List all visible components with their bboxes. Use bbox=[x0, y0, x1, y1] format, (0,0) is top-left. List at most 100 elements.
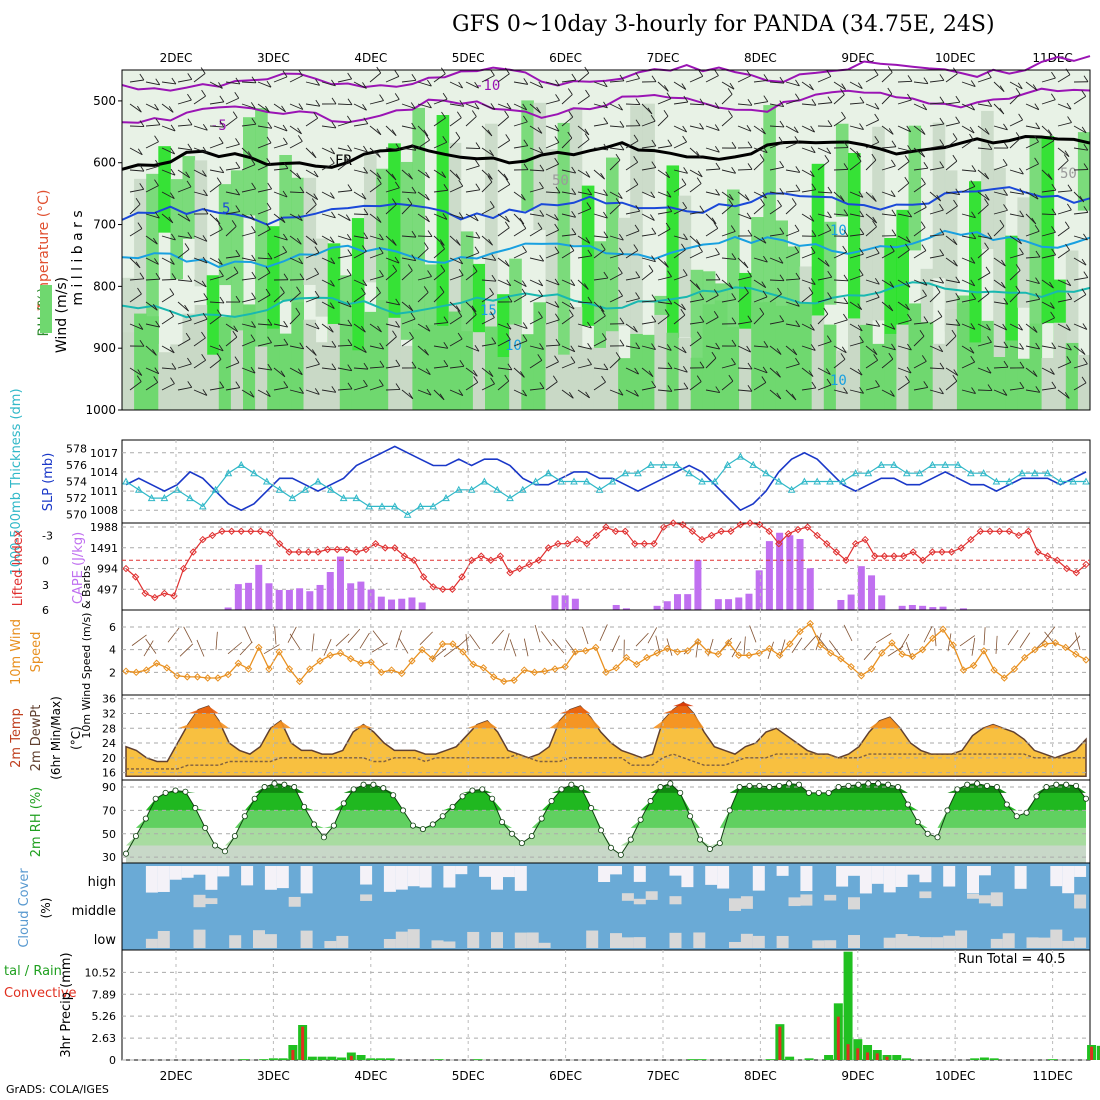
wind-barb bbox=[346, 233, 352, 241]
cape-bar bbox=[306, 591, 314, 610]
precip-convective-bar bbox=[836, 1016, 840, 1060]
wind-barb bbox=[411, 144, 417, 151]
wind-barb bbox=[698, 245, 703, 252]
wind-barb bbox=[577, 208, 592, 215]
cape-bar bbox=[326, 572, 334, 610]
precip-total-bar bbox=[1096, 1045, 1100, 1060]
isotherm-label: 10 bbox=[505, 338, 522, 354]
y-tick-label: 90 bbox=[102, 781, 116, 794]
li-point bbox=[487, 556, 495, 564]
wind-barb bbox=[273, 386, 288, 391]
wind-barb bbox=[619, 74, 625, 82]
wind-speed-point bbox=[765, 644, 774, 653]
li-point bbox=[544, 544, 553, 552]
wind-barb bbox=[715, 273, 721, 281]
wind-barb bbox=[945, 257, 958, 267]
li-point bbox=[640, 540, 649, 548]
wind-barb bbox=[779, 100, 785, 107]
li-point bbox=[314, 548, 322, 556]
wind-barb bbox=[392, 198, 397, 205]
wind-speed-point bbox=[786, 640, 794, 648]
wind-barb bbox=[777, 287, 782, 295]
wind-barb bbox=[682, 365, 688, 373]
rh-cell bbox=[908, 125, 922, 251]
wind-barb bbox=[442, 135, 448, 143]
cloud-high-cell bbox=[1014, 866, 1027, 889]
wind-barb bbox=[305, 147, 317, 159]
wind-barb bbox=[362, 82, 367, 89]
wind-barb bbox=[361, 325, 366, 333]
wind-barb bbox=[433, 213, 448, 220]
wind-barb bbox=[177, 301, 189, 312]
wind-barb bbox=[305, 389, 320, 395]
wind-barb bbox=[504, 110, 509, 118]
wind-barb bbox=[585, 391, 590, 399]
wind-barb bbox=[481, 293, 494, 303]
wind-barb bbox=[520, 371, 525, 378]
wind-barb bbox=[769, 345, 782, 355]
wind-barb bbox=[235, 381, 241, 388]
rh-point bbox=[716, 840, 723, 847]
thickness-point bbox=[160, 494, 169, 502]
wind-barb bbox=[753, 159, 765, 171]
precip-total-bar bbox=[697, 1059, 707, 1060]
wind-barb bbox=[817, 191, 832, 194]
thickness-point bbox=[877, 460, 886, 468]
wind-barb bbox=[833, 389, 848, 394]
wind-barb bbox=[251, 254, 257, 262]
wind-barb bbox=[193, 257, 208, 264]
wind-barb bbox=[651, 315, 657, 322]
wind-speed-point bbox=[857, 672, 866, 680]
wind-barb bbox=[841, 111, 846, 119]
cloud-high-cell bbox=[514, 866, 527, 891]
wind-barb bbox=[337, 301, 352, 308]
wind-barb bbox=[929, 209, 944, 215]
wind-barb bbox=[1041, 279, 1054, 289]
y-tick-label: 70 bbox=[102, 804, 116, 817]
wind-barb bbox=[1001, 281, 1006, 289]
thickness-point bbox=[608, 477, 617, 485]
wind-barb bbox=[881, 389, 895, 397]
li-point bbox=[410, 556, 418, 564]
wind-barb bbox=[731, 141, 737, 149]
li-point bbox=[295, 548, 303, 556]
wind-barb bbox=[379, 360, 385, 368]
wind-barb bbox=[267, 122, 273, 129]
wind-barb bbox=[155, 159, 160, 167]
wind-barb bbox=[601, 309, 606, 317]
thickness-point bbox=[454, 485, 463, 493]
wind-barb bbox=[273, 323, 288, 328]
isotherm-label: -10 bbox=[475, 78, 500, 94]
wind-barb bbox=[1066, 279, 1072, 286]
wind-barb bbox=[824, 154, 830, 162]
wind-barb bbox=[633, 178, 639, 185]
wind-barb bbox=[283, 381, 289, 388]
wind-barb bbox=[1009, 138, 1021, 149]
wind-barb bbox=[923, 77, 929, 84]
cape-bar bbox=[939, 606, 947, 610]
wind-barb bbox=[849, 191, 864, 198]
wind-barb bbox=[161, 169, 176, 176]
wind-barb bbox=[951, 329, 957, 337]
wind-barb bbox=[379, 94, 384, 101]
wind-barb bbox=[600, 172, 605, 180]
rh-cell bbox=[122, 332, 135, 410]
wind-barb bbox=[947, 633, 952, 652]
wind-barb bbox=[187, 118, 193, 126]
wind-barb bbox=[577, 72, 590, 83]
y-axis-label: 2m RH (%) bbox=[29, 787, 44, 858]
wind-barb bbox=[625, 184, 639, 193]
wind-barb bbox=[1066, 356, 1072, 363]
cloud-low-cell bbox=[729, 941, 741, 948]
wind-barb bbox=[651, 255, 656, 262]
cloud-low-cell bbox=[669, 932, 682, 948]
rh-cell bbox=[1065, 342, 1079, 410]
cloud-high-cell bbox=[978, 866, 991, 876]
precip-convective-bar bbox=[885, 1056, 889, 1060]
wind-barb bbox=[952, 238, 958, 245]
wind-barb bbox=[1057, 323, 1071, 331]
wind-barb bbox=[849, 125, 864, 130]
wind-barb bbox=[977, 191, 990, 201]
wind-barb bbox=[961, 186, 976, 193]
wind-barb bbox=[641, 345, 656, 350]
